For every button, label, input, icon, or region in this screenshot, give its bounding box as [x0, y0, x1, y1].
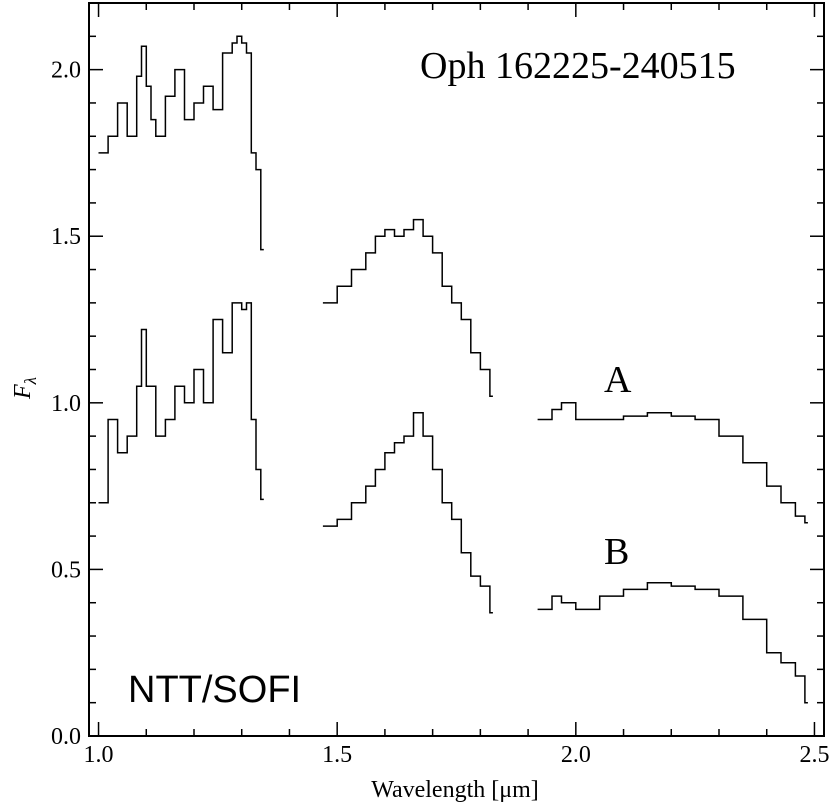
series-b-segment-3 [537, 581, 808, 704]
series-layer [98, 35, 808, 704]
x-tick-label: 2.5 [799, 742, 829, 768]
y-tick-label: 2.0 [51, 58, 81, 84]
axis-ticks: 1.0 1.5 2.0 2.5 0.0 0.5 1.0 1.5 2.0 [51, 2, 829, 768]
x-tick-label: 2.0 [561, 742, 591, 768]
x-axis-label: Wavelength [μm] [371, 777, 539, 803]
instrument-label: NTT/SOFI [128, 669, 301, 711]
y-axis-label-sub: λ [21, 377, 40, 385]
y-tick-label: 0.0 [51, 724, 81, 750]
series-a-label: A [604, 359, 632, 401]
svg-text:Fλ: Fλ [10, 377, 40, 400]
series-a-segment-3 [537, 402, 808, 524]
series-b-label: B [604, 531, 629, 573]
x-tick-label: 1.5 [322, 742, 352, 768]
series-a-segment-2 [322, 218, 493, 397]
chart-title: Oph 162225-240515 [420, 45, 736, 87]
y-axis-label: Fλ [10, 377, 40, 400]
y-tick-label: 1.0 [51, 391, 81, 417]
series-b-segment-2 [322, 412, 493, 614]
series-a-segment-1 [98, 35, 264, 251]
y-tick-label: 0.5 [51, 557, 81, 583]
y-axis-label-main: F [10, 384, 36, 400]
x-tick-label: 1.0 [84, 742, 114, 768]
series-b-segment-1 [98, 302, 264, 504]
y-tick-label: 1.5 [51, 224, 81, 250]
